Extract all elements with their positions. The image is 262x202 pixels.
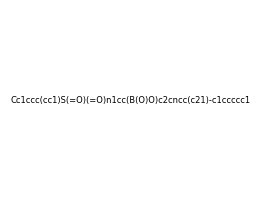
Text: Cc1ccc(cc1)S(=O)(=O)n1cc(B(O)O)c2cncc(c21)-c1ccccc1: Cc1ccc(cc1)S(=O)(=O)n1cc(B(O)O)c2cncc(c2… bbox=[11, 97, 251, 105]
